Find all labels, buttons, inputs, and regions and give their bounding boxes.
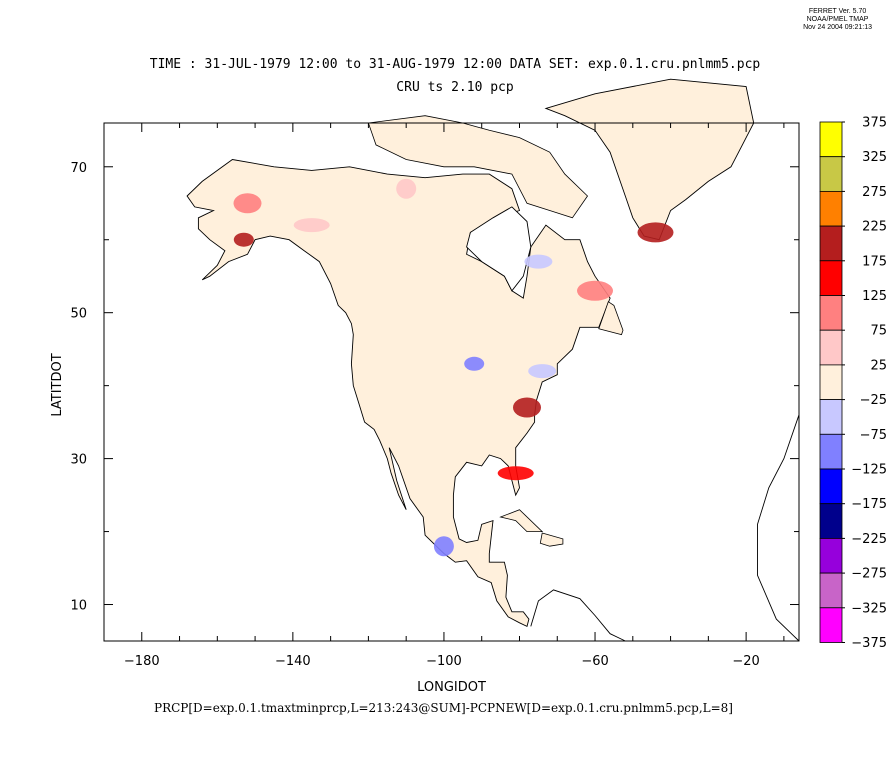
colorbar-label: 375 <box>862 116 887 131</box>
colorbar-swatch-1 <box>819 121 843 158</box>
colorbar-label: 25 <box>870 358 887 373</box>
land-island-2 <box>499 509 544 532</box>
y-tick-label: 50 <box>70 307 87 322</box>
colorbar-label: 275 <box>862 185 887 200</box>
colorbar-label: 175 <box>862 254 887 269</box>
stamp-line-2: NOAA/PMEL TMAP <box>806 16 869 23</box>
colorbar-swatch-2 <box>819 156 843 192</box>
colorbar-swatch-12 <box>819 503 843 539</box>
colorbar-swatch-11 <box>819 468 843 505</box>
colorbar-swatch-3 <box>819 190 843 227</box>
y-axis-label: LATITDOT <box>50 353 65 416</box>
colorbar-label: −325 <box>851 601 887 616</box>
x-tick-label: −60 <box>581 654 608 669</box>
stamp-line-1: FERRET Ver. 5.70 <box>808 8 867 15</box>
colorbar-label: −375 <box>851 636 887 651</box>
coast-south-america <box>530 589 626 642</box>
land-island-4 <box>598 301 624 336</box>
colorbar-swatch-13 <box>819 538 843 574</box>
coast-africa <box>757 414 800 642</box>
y-tick-label: 30 <box>70 453 87 468</box>
x-tick-label: −100 <box>426 654 462 669</box>
colorbar-label: −75 <box>860 428 887 443</box>
colorbar-swatch-7 <box>819 329 843 366</box>
y-tick-label: 10 <box>70 599 87 614</box>
data-patch-4 <box>396 178 417 199</box>
colorbar: 375 325 275 225 175 125 75 25 −25 −75 −125 −175 −225… <box>819 116 887 651</box>
colorbar-swatch-15 <box>819 607 843 643</box>
land-north-america <box>186 159 611 628</box>
data-patch-5 <box>524 254 553 269</box>
data-patch-7 <box>464 356 485 371</box>
colorbar-label: −175 <box>851 497 887 512</box>
ferret-stamp: FERRET Ver. 5.70 NOAA/PMEL TMAP Nov 24 2… <box>803 8 872 32</box>
colorbar-swatch-9 <box>819 399 843 435</box>
colorbar-label: −275 <box>851 567 887 582</box>
colorbar-label: 125 <box>862 289 887 304</box>
land-greenland <box>544 78 755 241</box>
colorbar-swatch-14 <box>819 572 843 609</box>
data-patch-10 <box>433 536 454 557</box>
x-tick-label: −20 <box>732 654 759 669</box>
data-patch-3 <box>293 218 330 233</box>
x-tick-label: −140 <box>275 654 311 669</box>
hudson-bay <box>466 206 532 292</box>
y-tick-label: 70 <box>70 161 87 176</box>
data-patch-9 <box>497 466 534 481</box>
data-patch-6 <box>637 222 674 243</box>
data-patch-12 <box>577 280 613 301</box>
colorbar-label: −225 <box>851 532 887 547</box>
colorbar-label: 225 <box>862 220 887 235</box>
colorbar-swatch-6 <box>819 295 843 331</box>
plot-frame: −180 −140 −100 −60 −20 10 30 50 70 LONGIDOT LATITD… <box>50 122 800 695</box>
colorbar-label: 325 <box>862 150 887 165</box>
x-axis-label: LONGIDOT <box>417 680 486 695</box>
colorbar-label: 75 <box>870 324 887 339</box>
colorbar-label: −125 <box>851 463 887 478</box>
land-island-3 <box>539 532 564 547</box>
data-patch-11 <box>528 364 557 379</box>
colorbar-swatch-10 <box>819 433 843 470</box>
data-patch-2 <box>233 193 262 214</box>
colorbar-label: −25 <box>860 393 887 408</box>
data-patch-1 <box>233 232 254 247</box>
stamp-line-3: Nov 24 2004 09:21:13 <box>803 24 872 31</box>
expression-label: PRCP[D=exp.0.1.tmaxtminprcp,L=213:243@SU… <box>154 701 733 715</box>
plot-border <box>103 122 800 642</box>
land-island-1 <box>367 115 589 219</box>
plot-title: TIME : 31-JUL-1979 12:00 to 31-AUG-1979 … <box>149 57 761 72</box>
plot-subtitle: CRU ts 2.10 pcp <box>396 80 514 95</box>
x-tick-label: −180 <box>124 654 160 669</box>
map-field <box>186 78 800 642</box>
colorbar-swatch-8 <box>819 364 843 400</box>
colorbar-swatch-4 <box>819 225 843 262</box>
data-patch-8 <box>513 397 541 418</box>
colorbar-swatch-5 <box>819 260 843 296</box>
